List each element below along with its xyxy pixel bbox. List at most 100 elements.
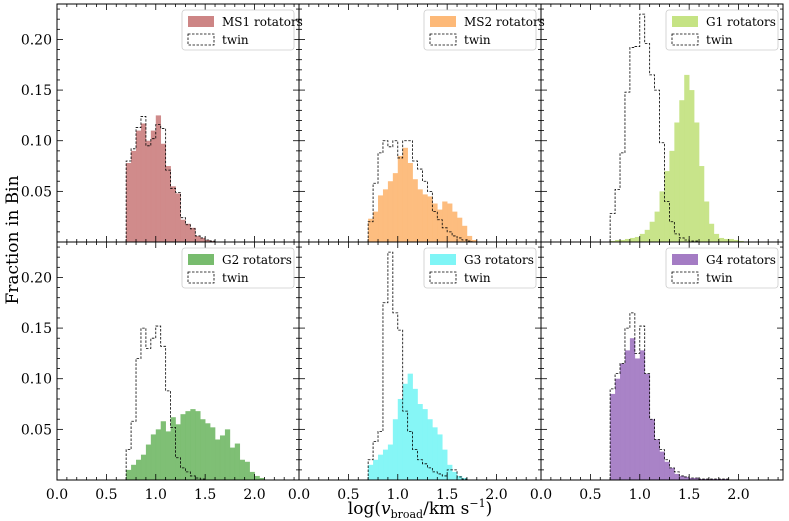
histogram-bar: [412, 388, 418, 480]
histogram-bar: [457, 217, 463, 242]
histogram-bar: [219, 435, 226, 480]
histogram-bar: [664, 461, 670, 480]
histogram-bar: [126, 163, 132, 242]
y-tick-label: 0.05: [21, 422, 52, 438]
plot-area: [367, 251, 468, 480]
histogram-bar: [165, 431, 171, 480]
panel-g2: G2 rotators twin: [56, 241, 300, 481]
histogram-bar: [185, 411, 191, 480]
histogram-bar: [195, 235, 201, 242]
histogram-bar: [452, 211, 458, 242]
legend: MS1 rotators twin: [181, 9, 303, 51]
y-tick-label: 0.15: [21, 321, 52, 337]
histogram-bar: [155, 429, 162, 480]
legend-swatch: [430, 254, 456, 265]
histogram-bar: [703, 478, 710, 480]
tick-marks: [540, 242, 783, 480]
histogram-bar: [185, 223, 191, 242]
histogram-bar: [629, 237, 636, 242]
histogram-bar: [679, 100, 685, 242]
y-tick-label: 0.15: [21, 83, 52, 99]
histogram-bar: [378, 454, 384, 480]
legend-twin-label: twin: [464, 33, 491, 47]
legend-twin-label: twin: [464, 271, 491, 285]
histogram-bar: [703, 201, 710, 242]
legend-twin-swatch: [671, 33, 699, 46]
histogram-bar: [437, 209, 443, 242]
legend-twin-swatch: [429, 271, 457, 284]
histogram-bar: [624, 238, 631, 242]
histogram-bar: [239, 459, 245, 480]
histogram-bar: [170, 417, 176, 480]
legend: G2 rotators twin: [181, 247, 295, 289]
histogram-bar: [407, 373, 413, 480]
histogram-bar: [422, 194, 428, 242]
histogram-bar: [382, 189, 389, 242]
histogram-bar: [136, 130, 142, 242]
histogram-bar: [368, 464, 374, 480]
legend: G3 rotators twin: [423, 247, 537, 289]
tick-marks: [298, 242, 541, 480]
histogram-bar: [407, 163, 413, 242]
histogram-bar: [422, 409, 428, 480]
histogram-bar: [131, 464, 137, 480]
histogram-bar: [397, 398, 404, 480]
histogram-bar: [610, 393, 616, 480]
x-tick-label: 1.0: [387, 487, 409, 503]
x-tick-label: 2.0: [727, 487, 749, 503]
twin-histogram-line: [367, 140, 477, 242]
legend-twin-swatch: [671, 271, 699, 284]
histogram-bar: [733, 239, 739, 242]
histogram-bar: [679, 475, 685, 480]
y-axis-label: Fraction in Bin: [3, 175, 23, 304]
histogram-bar: [629, 338, 636, 480]
histogram-bar: [387, 181, 394, 242]
histogram-bar: [195, 411, 201, 480]
histogram-bar: [175, 424, 181, 480]
legend-series-label: MS2 rotators: [464, 15, 545, 29]
histogram-bar: [175, 193, 181, 242]
histogram-bar: [254, 475, 260, 480]
histogram-bar: [427, 196, 433, 242]
histogram-bar: [397, 155, 404, 242]
histogram-bar: [689, 90, 695, 242]
y-tick-label: 0.20: [21, 32, 52, 48]
histogram-bar: [170, 186, 176, 242]
x-tick-label: 0.0: [46, 487, 68, 503]
histogram-bar: [205, 423, 211, 480]
histogram-bar: [249, 471, 255, 480]
histogram-bar: [417, 404, 423, 480]
legend-series-label: MS1 rotators: [222, 15, 303, 29]
legend-swatch: [672, 16, 698, 27]
histogram-bar: [466, 235, 473, 242]
histogram-bar: [368, 218, 374, 242]
histogram-bar: [432, 427, 438, 480]
histogram-bar: [649, 221, 655, 242]
histogram-bar: [145, 444, 152, 480]
tick-marks: [56, 242, 299, 480]
histogram-bar: [442, 201, 448, 242]
x-tick-label: 0.0: [530, 487, 552, 503]
histogram-bar: [387, 444, 394, 480]
histogram-bar: [190, 227, 196, 242]
legend-swatch: [430, 16, 456, 27]
histogram-bar: [447, 203, 453, 242]
axes-frame: [540, 241, 784, 481]
twin-histogram-line: [125, 325, 265, 480]
x-tick-label: 1.5: [194, 487, 216, 503]
histogram-bar: [402, 147, 408, 242]
histogram-bar: [649, 419, 655, 480]
y-tick-label: 0.05: [21, 184, 52, 200]
histogram-bar: [659, 191, 665, 242]
histogram-bar: [684, 476, 690, 480]
x-tick-label: 1.0: [145, 487, 167, 503]
legend-twin-label: twin: [222, 33, 249, 47]
histogram-bar: [738, 240, 744, 242]
legend-twin-swatch: [187, 33, 215, 46]
histogram-bar: [160, 421, 166, 480]
histogram-bar: [205, 239, 211, 242]
histogram-bar: [200, 419, 206, 480]
histogram-bar: [615, 378, 621, 480]
histogram-bar: [392, 173, 399, 242]
